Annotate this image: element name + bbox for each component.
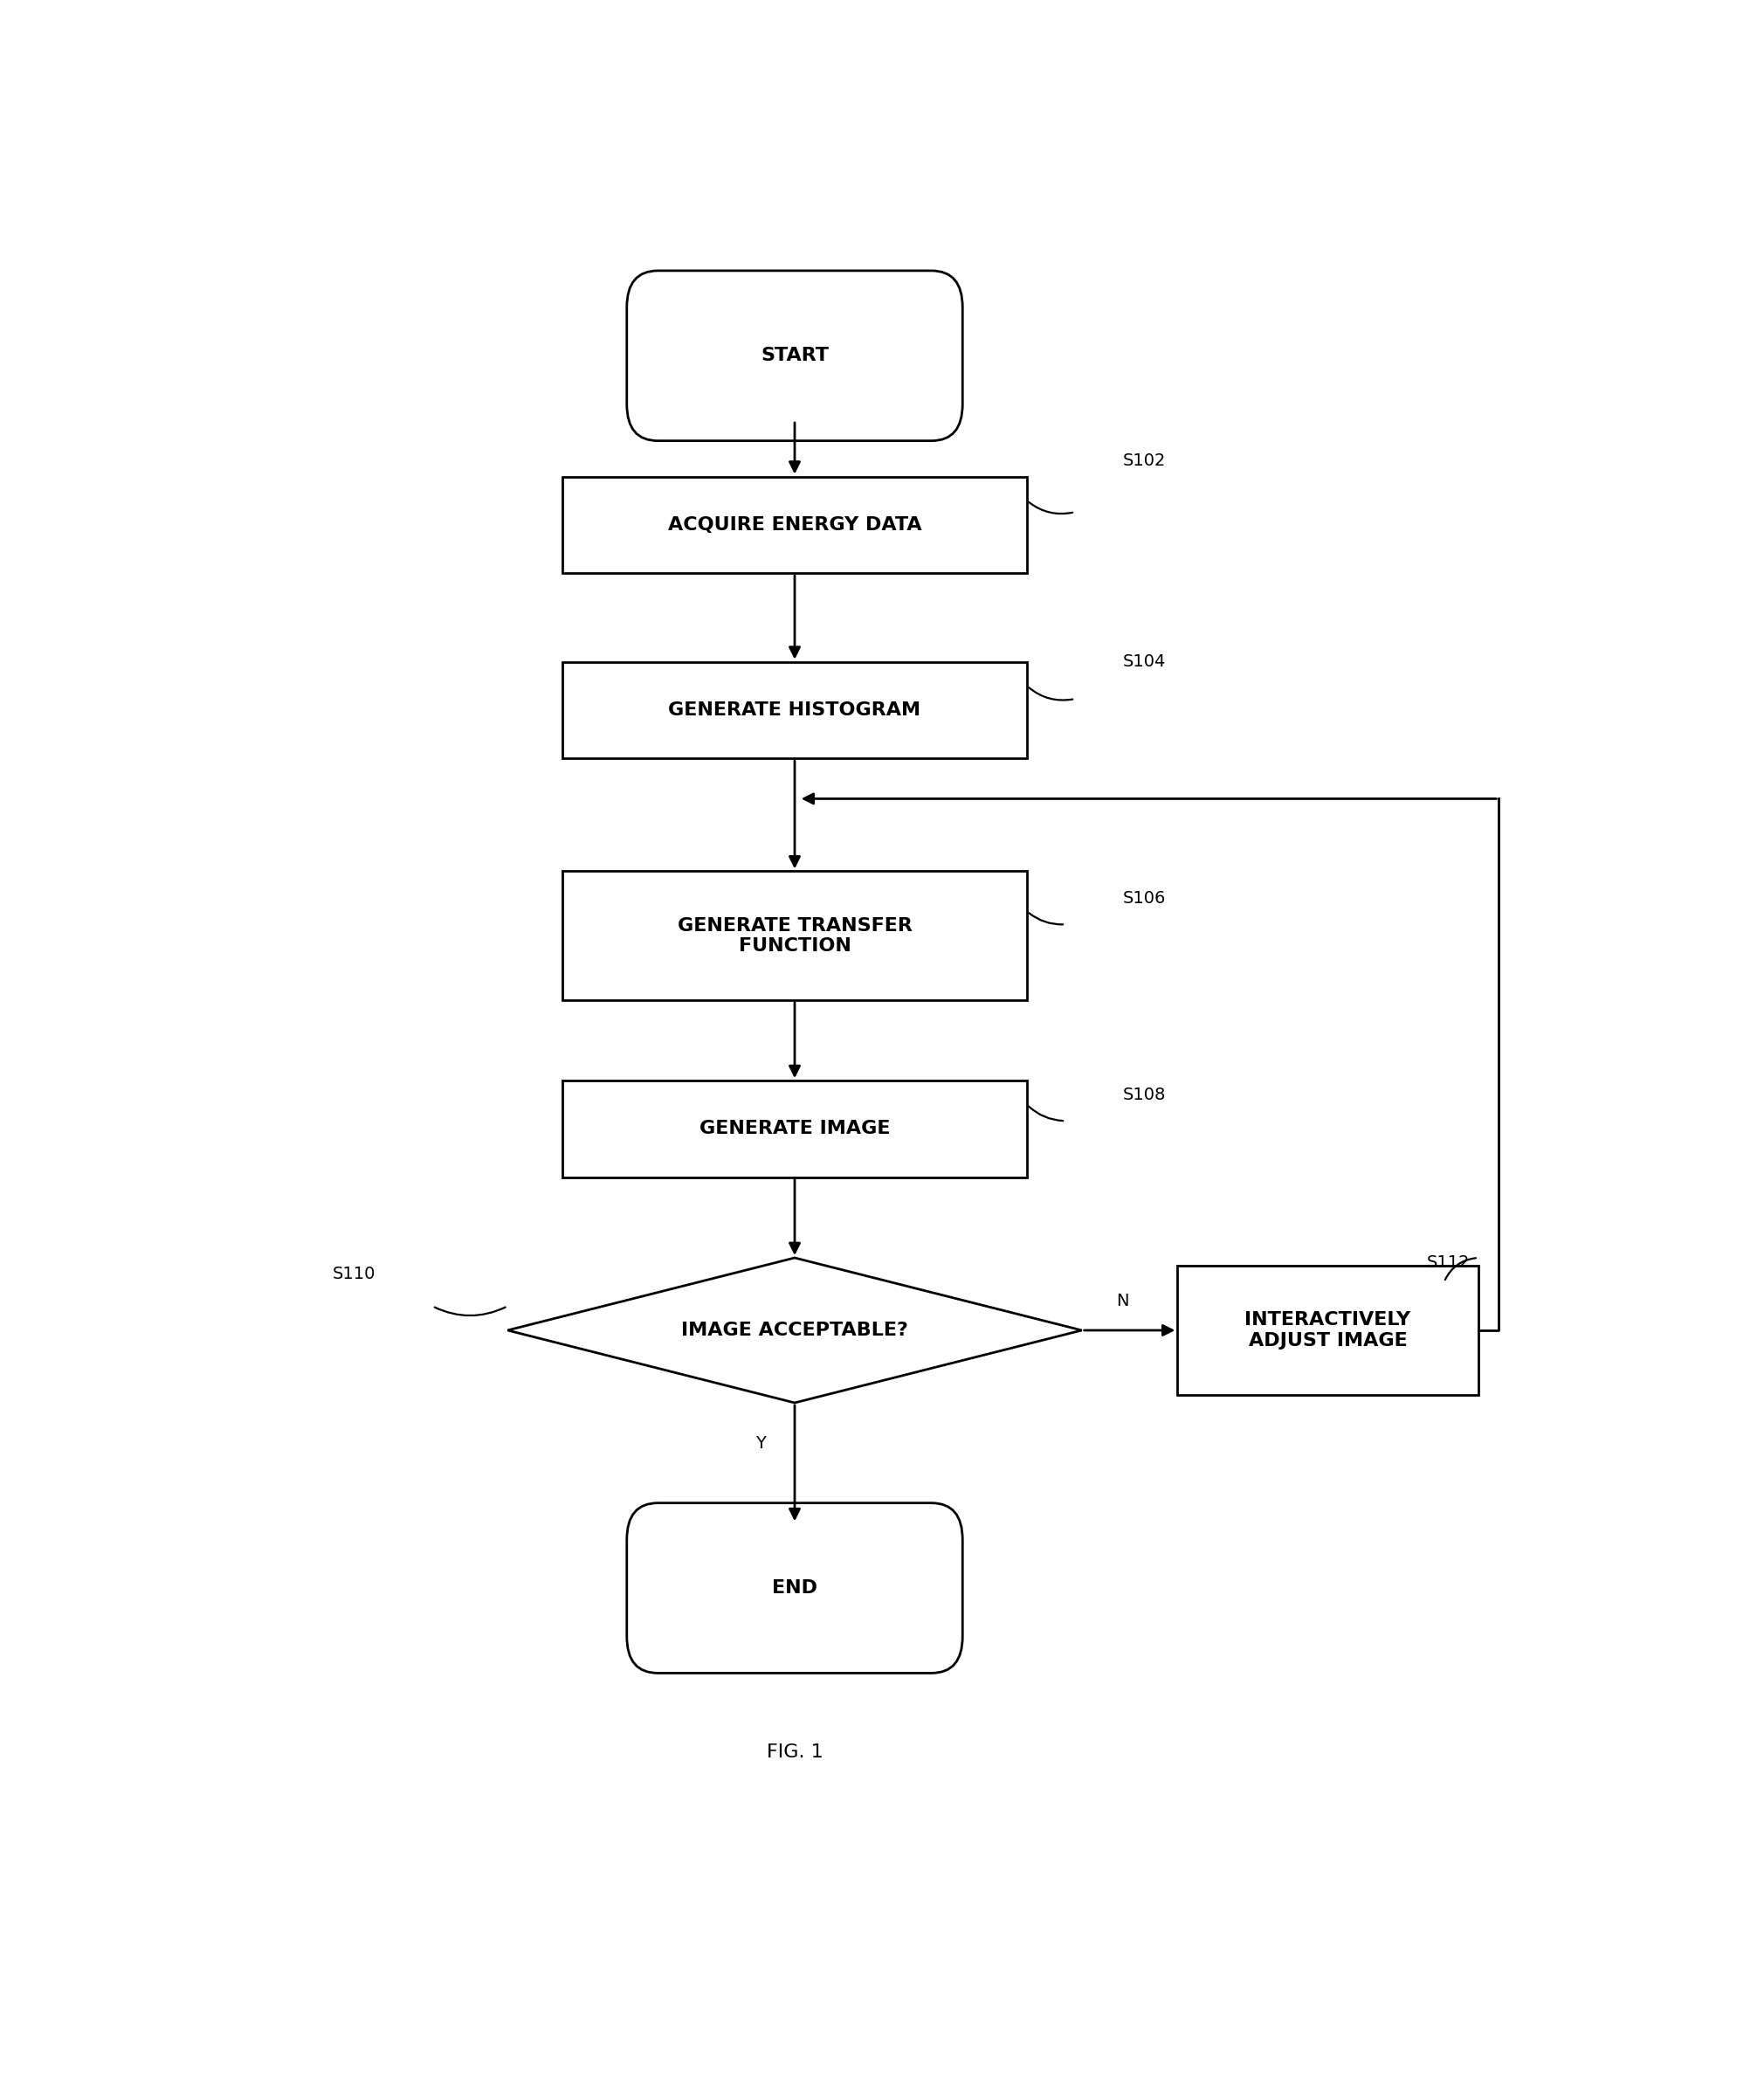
Polygon shape [508, 1257, 1081, 1404]
Bar [563, 661, 1027, 759]
Text: S110: S110 [333, 1266, 376, 1282]
Text: END: END [773, 1579, 817, 1596]
Text: GENERATE HISTOGRAM: GENERATE HISTOGRAM [669, 701, 921, 720]
Text: INTERACTIVELY
ADJUST IMAGE: INTERACTIVELY ADJUST IMAGE [1245, 1312, 1411, 1349]
FancyBboxPatch shape [626, 270, 963, 441]
Text: START: START [760, 347, 829, 364]
Bar [563, 870, 1027, 1000]
Text: ACQUIRE ENERGY DATA: ACQUIRE ENERGY DATA [669, 517, 921, 533]
Text: FIG. 1: FIG. 1 [766, 1743, 824, 1761]
Text: S108: S108 [1124, 1088, 1166, 1102]
Text: N: N [1117, 1293, 1129, 1310]
Bar [563, 477, 1027, 573]
Bar [563, 1082, 1027, 1178]
FancyBboxPatch shape [626, 1502, 963, 1674]
Bar [1178, 1266, 1478, 1395]
Text: S102: S102 [1124, 452, 1166, 469]
Text: Y: Y [755, 1435, 766, 1452]
Text: IMAGE ACCEPTABLE?: IMAGE ACCEPTABLE? [681, 1322, 908, 1339]
Text: S106: S106 [1124, 891, 1166, 908]
Text: GENERATE TRANSFER
FUNCTION: GENERATE TRANSFER FUNCTION [677, 916, 912, 954]
Text: S104: S104 [1124, 653, 1166, 669]
Text: GENERATE IMAGE: GENERATE IMAGE [699, 1119, 891, 1138]
Text: S112: S112 [1427, 1255, 1469, 1272]
